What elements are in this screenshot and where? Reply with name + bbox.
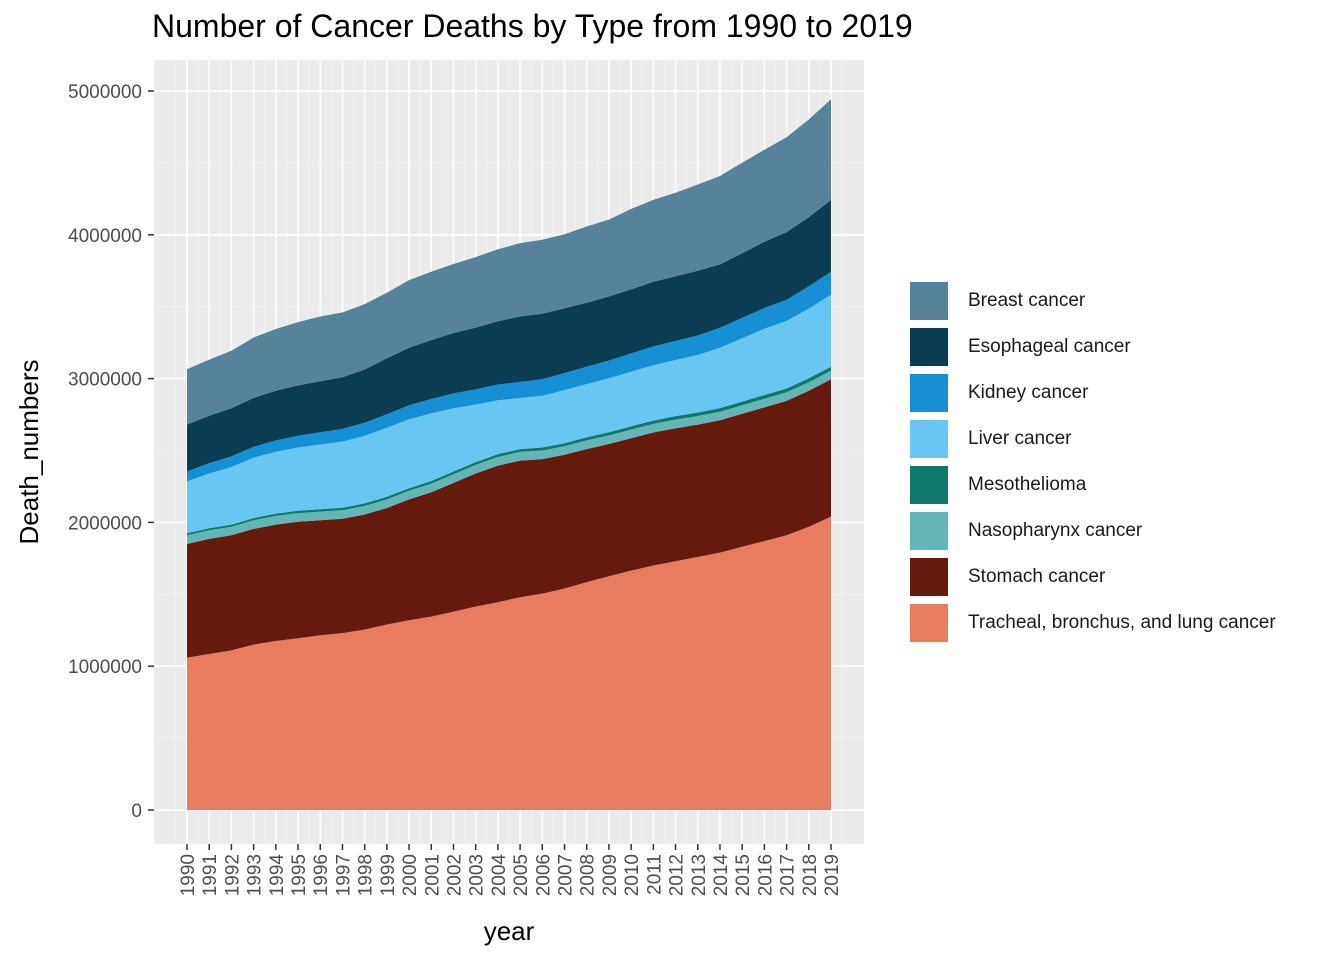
x-tick-label: 2012 xyxy=(667,854,688,896)
legend-item: Mesothelioma xyxy=(908,462,1276,508)
y-tick-label: 2000000 xyxy=(68,513,142,534)
legend-swatch xyxy=(908,280,950,322)
x-tick-label: 2014 xyxy=(711,854,732,897)
x-tick-label: 1991 xyxy=(200,854,221,896)
x-tick-label: 2008 xyxy=(578,854,599,896)
legend-swatch xyxy=(908,556,950,598)
x-tick-label: 2002 xyxy=(445,854,466,896)
x-tick-label: 1990 xyxy=(178,854,199,896)
x-tick-label: 2009 xyxy=(600,854,621,896)
area-esophageal-cancer xyxy=(187,199,831,472)
x-tick-label: 1994 xyxy=(267,854,288,897)
x-axis-title: year xyxy=(484,916,535,946)
legend-item: Liver cancer xyxy=(908,416,1276,462)
y-tick-label: 4000000 xyxy=(68,226,142,247)
legend-label: Esophageal cancer xyxy=(968,336,1131,357)
legend-label: Stomach cancer xyxy=(968,566,1106,587)
legend-item: Breast cancer xyxy=(908,278,1276,324)
chart-title: Number of Cancer Deaths by Type from 199… xyxy=(152,8,913,44)
legend-label: Mesothelioma xyxy=(968,474,1087,495)
x-tick-label: 1993 xyxy=(245,854,266,896)
x-tick-label: 1996 xyxy=(311,854,332,896)
x-tick-label: 1997 xyxy=(333,854,354,896)
y-tick-label: 0 xyxy=(131,801,142,822)
x-tick-label: 2015 xyxy=(733,854,754,896)
x-tick-label: 1998 xyxy=(356,854,377,896)
x-tick-label: 1992 xyxy=(222,854,243,896)
x-tick-label: 2001 xyxy=(422,854,443,896)
x-tick-label: 2016 xyxy=(755,854,776,896)
legend-label: Tracheal, bronchus, and lung cancer xyxy=(968,612,1276,633)
y-axis-title: Death_numbers xyxy=(14,360,44,545)
legend-item: Tracheal, bronchus, and lung cancer xyxy=(908,600,1276,646)
legend-swatch xyxy=(908,602,950,644)
x-tick-label: 2011 xyxy=(644,854,665,895)
legend-label: Breast cancer xyxy=(968,290,1086,311)
y-tick-label: 1000000 xyxy=(68,657,142,678)
y-axis: 0 1000000 2000000 3000000 4000000 5000000 xyxy=(68,82,154,822)
x-tick-label: 2010 xyxy=(622,854,643,896)
area-nasopharynx-cancer xyxy=(187,370,831,544)
legend-label: Kidney cancer xyxy=(968,382,1089,403)
legend-label: Nasopharynx cancer xyxy=(968,520,1143,541)
legend-swatch xyxy=(908,372,950,414)
legend-swatch xyxy=(908,326,950,368)
x-tick-label: 2017 xyxy=(778,854,799,896)
area-breast-cancer xyxy=(187,99,831,425)
area-tracheal-bronchus-and-lung-cancer xyxy=(187,516,831,810)
x-tick-label: 2005 xyxy=(511,854,532,896)
legend: Breast cancer Esophageal cancer Kidney can… xyxy=(908,278,1276,646)
legend-item: Kidney cancer xyxy=(908,370,1276,416)
x-tick-label: 2004 xyxy=(489,854,510,897)
area-layers xyxy=(187,99,831,810)
legend-swatch xyxy=(908,510,950,552)
legend-label: Liver cancer xyxy=(968,428,1072,449)
area-liver-cancer xyxy=(187,294,831,534)
x-tick-label: 2003 xyxy=(467,854,488,896)
x-tick-label: 2018 xyxy=(800,854,821,896)
x-tick-label: 2007 xyxy=(556,854,577,896)
x-tick-label: 2006 xyxy=(533,854,554,896)
area-kidney-cancer xyxy=(187,271,831,482)
x-tick-label: 2013 xyxy=(689,854,710,896)
x-tick-label: 2000 xyxy=(400,854,421,896)
y-tick-label: 5000000 xyxy=(68,82,142,103)
legend-item: Stomach cancer xyxy=(908,554,1276,600)
legend-item: Nasopharynx cancer xyxy=(908,508,1276,554)
x-tick-label: 1999 xyxy=(378,854,399,896)
x-axis: 1990 1991 1992 1993 1994 1995 1996 1997 1998 1999… xyxy=(178,844,843,896)
legend-swatch xyxy=(908,464,950,506)
legend-item: Esophageal cancer xyxy=(908,324,1276,370)
legend-swatch xyxy=(908,418,950,460)
x-tick-label: 2019 xyxy=(822,854,843,896)
area-stomach-cancer xyxy=(187,379,831,658)
y-tick-label: 3000000 xyxy=(68,370,142,391)
x-tick-label: 1995 xyxy=(289,854,310,896)
